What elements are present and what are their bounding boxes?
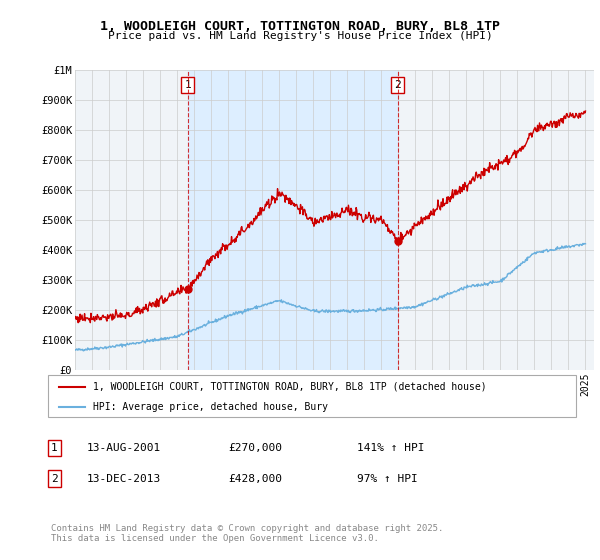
Text: 97% ↑ HPI: 97% ↑ HPI: [357, 474, 418, 484]
Bar: [188, 70, 398, 370]
Text: £428,000: £428,000: [228, 474, 282, 484]
Text: 141% ↑ HPI: 141% ↑ HPI: [357, 443, 425, 453]
Text: £270,000: £270,000: [228, 443, 282, 453]
Text: HPI: Average price, detached house, Bury: HPI: Average price, detached house, Bury: [93, 402, 328, 412]
Text: 1, WOODLEIGH COURT, TOTTINGTON ROAD, BURY, BL8 1TP: 1, WOODLEIGH COURT, TOTTINGTON ROAD, BUR…: [100, 20, 500, 32]
Text: 2: 2: [51, 474, 58, 484]
Text: Price paid vs. HM Land Registry's House Price Index (HPI): Price paid vs. HM Land Registry's House …: [107, 31, 493, 41]
Text: 13-AUG-2001: 13-AUG-2001: [87, 443, 161, 453]
Text: 2: 2: [394, 80, 401, 90]
Text: 1: 1: [51, 443, 58, 453]
Text: 1, WOODLEIGH COURT, TOTTINGTON ROAD, BURY, BL8 1TP (detached house): 1, WOODLEIGH COURT, TOTTINGTON ROAD, BUR…: [93, 382, 487, 392]
FancyBboxPatch shape: [48, 375, 576, 417]
Text: 1: 1: [184, 80, 191, 90]
Text: Contains HM Land Registry data © Crown copyright and database right 2025.
This d: Contains HM Land Registry data © Crown c…: [51, 524, 443, 543]
Text: 13-DEC-2013: 13-DEC-2013: [87, 474, 161, 484]
